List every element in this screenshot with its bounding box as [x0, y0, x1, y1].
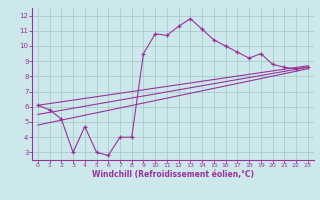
X-axis label: Windchill (Refroidissement éolien,°C): Windchill (Refroidissement éolien,°C)	[92, 170, 254, 179]
